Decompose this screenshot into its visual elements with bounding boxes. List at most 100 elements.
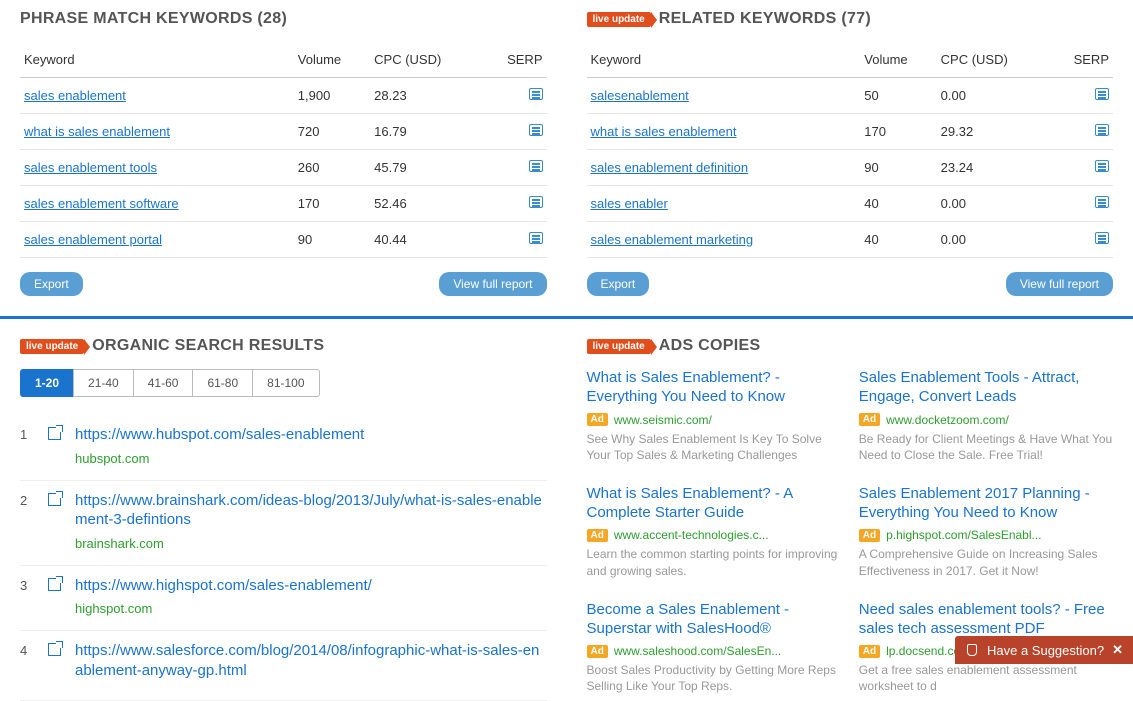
related-title: RELATED KEYWORDS (77) xyxy=(659,10,871,28)
result-rank: 3 xyxy=(20,576,34,617)
organic-result: 2 https://www.brainshark.com/ideas-blog/2… xyxy=(20,481,547,566)
organic-results-panel: live update ORGANIC SEARCH RESULTS 1-202… xyxy=(20,337,547,701)
keyword-link[interactable]: sales enablement tools xyxy=(24,160,157,175)
serp-icon[interactable] xyxy=(529,232,543,244)
col-serp[interactable]: SERP xyxy=(1048,42,1113,78)
cpc-cell: 0.00 xyxy=(937,78,1049,114)
ad-badge: Ad xyxy=(587,645,608,658)
col-volume[interactable]: Volume xyxy=(294,42,370,78)
result-domain[interactable]: highspot.com xyxy=(75,601,547,616)
col-keyword[interactable]: Keyword xyxy=(587,42,861,78)
keyword-link[interactable]: sales enablement portal xyxy=(24,232,162,247)
related-keywords-table: Keyword Volume CPC (USD) SERP salesenabl… xyxy=(587,42,1114,258)
ad-title[interactable]: Sales Enablement Tools - Attract, Engage… xyxy=(859,369,1113,407)
organic-result: 1 https://www.hubspot.com/sales-enablemen… xyxy=(20,415,547,481)
serp-icon[interactable] xyxy=(1095,88,1109,100)
page-button[interactable]: 1-20 xyxy=(20,369,74,397)
col-cpc[interactable]: CPC (USD) xyxy=(370,42,482,78)
table-row: sales enablement marketing400.00 xyxy=(587,222,1114,258)
keyword-link[interactable]: sales enablement marketing xyxy=(591,232,754,247)
col-cpc[interactable]: CPC (USD) xyxy=(937,42,1049,78)
page-button[interactable]: 21-40 xyxy=(73,369,134,397)
ad-title[interactable]: Become a Sales Enablement - Superstar wi… xyxy=(587,601,841,639)
megaphone-icon xyxy=(965,643,979,657)
volume-cell: 90 xyxy=(294,222,370,258)
serp-icon[interactable] xyxy=(529,124,543,136)
ad-title[interactable]: What is Sales Enablement? - Everything Y… xyxy=(587,369,841,407)
organic-result: 4https://www.salesforce.com/blog/2014/08… xyxy=(20,631,547,701)
serp-icon[interactable] xyxy=(1095,160,1109,172)
external-link-icon[interactable] xyxy=(48,643,61,656)
keyword-link[interactable]: sales enablement software xyxy=(24,196,179,211)
suggestion-bar[interactable]: Have a Suggestion? ✕ xyxy=(955,636,1133,664)
view-full-report-button[interactable]: View full report xyxy=(1006,272,1113,296)
cpc-cell: 16.79 xyxy=(370,114,482,150)
external-link-icon[interactable] xyxy=(48,493,61,506)
cpc-cell: 29.32 xyxy=(937,114,1049,150)
organic-result: 3 https://www.highspot.com/sales-enableme… xyxy=(20,566,547,632)
keyword-link[interactable]: sales enablement definition xyxy=(591,160,749,175)
result-domain[interactable]: hubspot.com xyxy=(75,451,547,466)
page-button[interactable]: 41-60 xyxy=(133,369,194,397)
volume-cell: 260 xyxy=(294,150,370,186)
export-button[interactable]: Export xyxy=(20,272,83,296)
serp-icon[interactable] xyxy=(1095,124,1109,136)
pagination: 1-2021-4041-6061-8081-100 xyxy=(20,369,547,397)
result-domain[interactable]: brainshark.com xyxy=(75,536,547,551)
volume-cell: 1,900 xyxy=(294,78,370,114)
result-url[interactable]: https://www.salesforce.com/blog/2014/08/… xyxy=(75,641,547,680)
result-url[interactable]: https://www.hubspot.com/sales-enablement xyxy=(75,425,547,445)
ads-title: ADS COPIES xyxy=(659,337,761,355)
ad-display-url[interactable]: www.accent-technologies.c... xyxy=(614,528,769,542)
ad-title[interactable]: What is Sales Enablement? - A Complete S… xyxy=(587,485,841,523)
page-button[interactable]: 61-80 xyxy=(192,369,253,397)
external-link-icon[interactable] xyxy=(48,427,61,440)
table-row: sales enablement definition9023.24 xyxy=(587,150,1114,186)
ad-card: Sales Enablement 2017 Planning - Everyth… xyxy=(859,485,1113,579)
result-rank: 2 xyxy=(20,491,34,551)
view-full-report-button[interactable]: View full report xyxy=(439,272,546,296)
page-button[interactable]: 81-100 xyxy=(252,369,319,397)
close-icon[interactable]: ✕ xyxy=(1112,642,1123,658)
table-row: sales enablement1,90028.23 xyxy=(20,78,547,114)
external-link-icon[interactable] xyxy=(48,578,61,591)
export-button[interactable]: Export xyxy=(587,272,650,296)
cpc-cell: 40.44 xyxy=(370,222,482,258)
volume-cell: 720 xyxy=(294,114,370,150)
col-volume[interactable]: Volume xyxy=(860,42,936,78)
ad-description: Be Ready for Client Meetings & Have What… xyxy=(859,431,1113,463)
table-row: what is sales enablement17029.32 xyxy=(587,114,1114,150)
keyword-link[interactable]: what is sales enablement xyxy=(591,124,737,139)
ad-description: Learn the common starting points for imp… xyxy=(587,546,841,578)
live-update-badge: live update xyxy=(587,339,651,354)
col-serp[interactable]: SERP xyxy=(482,42,547,78)
live-update-badge: live update xyxy=(587,12,651,27)
serp-icon[interactable] xyxy=(1095,196,1109,208)
ad-badge: Ad xyxy=(859,529,880,542)
result-url[interactable]: https://www.brainshark.com/ideas-blog/20… xyxy=(75,491,547,530)
ad-display-url[interactable]: p.highspot.com/SalesEnabl... xyxy=(886,528,1041,542)
volume-cell: 50 xyxy=(860,78,936,114)
serp-icon[interactable] xyxy=(529,88,543,100)
result-url[interactable]: https://www.highspot.com/sales-enablemen… xyxy=(75,576,547,596)
keyword-link[interactable]: sales enabler xyxy=(591,196,668,211)
table-row: salesenablement 500.00 xyxy=(587,78,1114,114)
keyword-link[interactable]: what is sales enablement xyxy=(24,124,170,139)
ad-badge: Ad xyxy=(859,645,880,658)
serp-icon[interactable] xyxy=(529,160,543,172)
ad-display-url[interactable]: www.docketzoom.com/ xyxy=(886,413,1009,427)
serp-icon[interactable] xyxy=(529,196,543,208)
ad-display-url[interactable]: www.seismic.com/ xyxy=(614,413,712,427)
ad-display-url[interactable]: www.saleshood.com/SalesEn... xyxy=(614,644,781,658)
keyword-link[interactable]: salesenablement xyxy=(591,88,689,103)
keyword-link[interactable]: sales enablement xyxy=(24,88,126,103)
volume-cell: 170 xyxy=(294,186,370,222)
result-rank: 1 xyxy=(20,425,34,466)
ad-title[interactable]: Sales Enablement 2017 Planning - Everyth… xyxy=(859,485,1113,523)
ad-description: See Why Sales Enablement Is Key To Solve… xyxy=(587,431,841,463)
serp-icon[interactable] xyxy=(1095,232,1109,244)
ad-card: Become a Sales Enablement - Superstar wi… xyxy=(587,601,841,695)
ad-title[interactable]: Need sales enablement tools? - Free sale… xyxy=(859,601,1113,639)
suggestion-label: Have a Suggestion? xyxy=(987,643,1104,658)
col-keyword[interactable]: Keyword xyxy=(20,42,294,78)
